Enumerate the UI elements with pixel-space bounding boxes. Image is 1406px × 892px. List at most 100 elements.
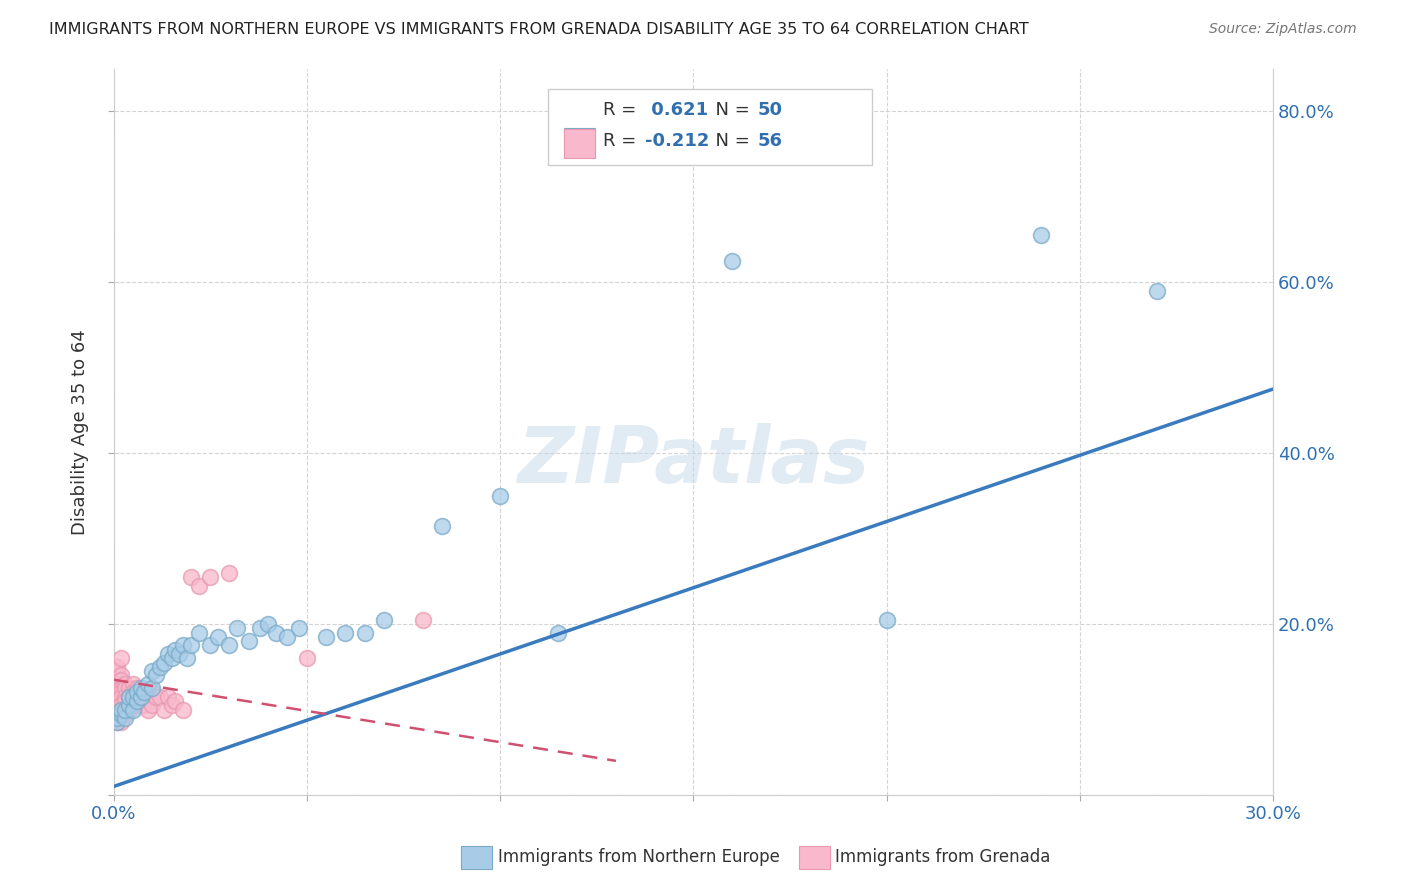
Text: IMMIGRANTS FROM NORTHERN EUROPE VS IMMIGRANTS FROM GRENADA DISABILITY AGE 35 TO : IMMIGRANTS FROM NORTHERN EUROPE VS IMMIG…	[49, 22, 1029, 37]
Point	[145, 690, 167, 704]
Point	[114, 681, 136, 696]
Point	[114, 694, 136, 708]
Point	[118, 698, 141, 713]
Point	[412, 613, 434, 627]
Text: N =: N =	[704, 132, 756, 150]
Point	[110, 651, 132, 665]
Point	[180, 639, 202, 653]
Point	[226, 621, 249, 635]
Point	[136, 703, 159, 717]
Point	[149, 660, 172, 674]
Point	[107, 690, 129, 704]
Point	[107, 711, 129, 725]
Point	[107, 694, 129, 708]
Point	[122, 703, 145, 717]
Point	[134, 685, 156, 699]
Point	[110, 698, 132, 713]
Point	[141, 681, 163, 696]
Point	[129, 681, 152, 696]
Point	[110, 703, 132, 717]
Point	[107, 677, 129, 691]
Point	[198, 639, 221, 653]
Point	[114, 706, 136, 721]
Point	[373, 613, 395, 627]
Text: Immigrants from Northern Europe: Immigrants from Northern Europe	[498, 848, 779, 866]
Point	[288, 621, 311, 635]
Point	[136, 677, 159, 691]
Point	[118, 690, 141, 704]
Point	[218, 639, 240, 653]
Point	[110, 703, 132, 717]
Point	[136, 690, 159, 704]
Point	[110, 668, 132, 682]
Point	[134, 698, 156, 713]
Point	[122, 677, 145, 691]
Point	[107, 706, 129, 721]
Point	[198, 570, 221, 584]
Point	[141, 685, 163, 699]
Point	[876, 613, 898, 627]
Point	[114, 677, 136, 691]
Point	[107, 703, 129, 717]
Point	[218, 566, 240, 580]
Point	[110, 673, 132, 687]
Point	[118, 690, 141, 704]
Point	[152, 703, 174, 717]
Text: R =: R =	[603, 132, 643, 150]
Point	[118, 703, 141, 717]
Point	[152, 656, 174, 670]
Point	[1029, 228, 1052, 243]
Point	[107, 711, 129, 725]
Point	[160, 651, 183, 665]
Point	[172, 703, 194, 717]
Point	[107, 715, 129, 730]
Text: ZIPatlas: ZIPatlas	[517, 423, 869, 499]
Point	[264, 625, 287, 640]
Point	[107, 715, 129, 730]
Point	[176, 651, 198, 665]
Point	[257, 617, 280, 632]
Point	[315, 630, 337, 644]
Point	[122, 690, 145, 704]
Point	[141, 698, 163, 713]
Y-axis label: Disability Age 35 to 64: Disability Age 35 to 64	[72, 329, 89, 534]
Point	[172, 639, 194, 653]
Point	[107, 681, 129, 696]
Point	[110, 690, 132, 704]
Point	[165, 642, 187, 657]
Text: -0.212: -0.212	[645, 132, 710, 150]
Point	[295, 651, 318, 665]
Point	[207, 630, 229, 644]
Point	[187, 579, 209, 593]
Point	[110, 685, 132, 699]
Point	[129, 698, 152, 713]
Point	[107, 664, 129, 678]
Point	[122, 698, 145, 713]
Text: 56: 56	[758, 132, 783, 150]
Point	[180, 570, 202, 584]
Point	[125, 698, 148, 713]
Point	[141, 664, 163, 678]
Point	[353, 625, 375, 640]
Point	[149, 690, 172, 704]
Text: N =: N =	[704, 101, 756, 119]
Point	[1146, 284, 1168, 298]
Point	[156, 690, 179, 704]
Point	[107, 685, 129, 699]
Point	[489, 489, 512, 503]
Point	[114, 711, 136, 725]
Point	[547, 625, 569, 640]
Point	[114, 703, 136, 717]
Point	[238, 634, 260, 648]
Point	[107, 660, 129, 674]
Text: Immigrants from Grenada: Immigrants from Grenada	[835, 848, 1050, 866]
Point	[430, 518, 453, 533]
Point	[122, 685, 145, 699]
Point	[107, 673, 129, 687]
Text: R =: R =	[603, 101, 643, 119]
Point	[125, 690, 148, 704]
Point	[156, 647, 179, 661]
Point	[276, 630, 298, 644]
Point	[249, 621, 271, 635]
Point	[165, 694, 187, 708]
